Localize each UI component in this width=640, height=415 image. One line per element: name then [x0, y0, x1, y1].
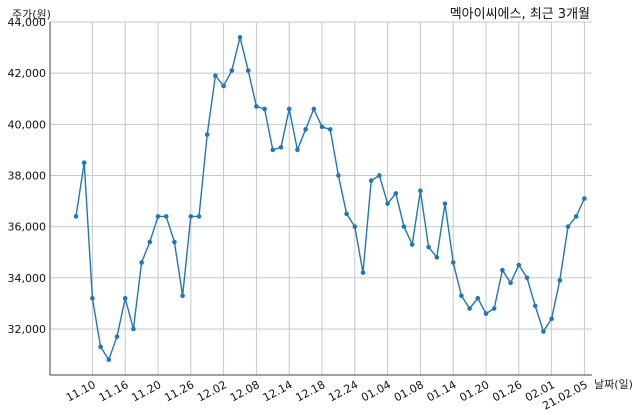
data-point — [155, 214, 161, 219]
x-tick-label: 12.14 — [261, 378, 295, 404]
data-point — [163, 214, 169, 219]
data-point — [131, 326, 136, 332]
data-point — [229, 68, 235, 73]
y-tick-label: 32,000 — [8, 323, 47, 336]
data-point — [467, 306, 472, 311]
data-point — [188, 214, 194, 219]
data-point — [114, 334, 120, 339]
data-point — [401, 224, 407, 229]
data-point — [139, 260, 144, 265]
data-point — [90, 295, 95, 301]
data-point — [254, 104, 259, 109]
y-tick-label: 40,000 — [8, 118, 47, 131]
data-point — [286, 106, 292, 112]
x-tick-label: 12.02 — [195, 378, 229, 404]
data-point — [483, 311, 489, 316]
x-tick-label: 12.24 — [326, 378, 360, 404]
x-tick-label: 12.08 — [228, 378, 262, 404]
data-point — [278, 145, 284, 150]
y-tick-label: 38,000 — [8, 169, 47, 182]
data-point — [81, 160, 87, 165]
data-point — [352, 224, 358, 229]
data-point — [549, 316, 554, 322]
data-point — [344, 211, 349, 217]
data-point — [196, 214, 202, 219]
data-point — [377, 173, 382, 178]
data-point — [582, 196, 587, 201]
data-point — [262, 106, 267, 112]
data-point — [73, 214, 79, 219]
x-axis-label: 날짜(일) — [594, 377, 633, 391]
data-point — [565, 224, 571, 229]
data-point — [500, 267, 505, 273]
data-point — [106, 357, 112, 362]
x-tick-label: 11.20 — [129, 378, 163, 404]
data-point — [459, 293, 464, 299]
data-point — [204, 132, 210, 137]
x-tick-label: 11.10 — [64, 378, 98, 404]
data-point — [122, 295, 128, 301]
data-point — [442, 201, 448, 206]
data-point — [237, 35, 243, 40]
x-tick-label: 01.14 — [425, 378, 459, 404]
data-point — [426, 244, 431, 250]
data-point — [327, 127, 333, 132]
data-point — [311, 106, 317, 112]
series-line — [75, 37, 586, 362]
x-tick-label: 01.08 — [392, 378, 426, 404]
data-point — [245, 68, 251, 73]
data-point — [295, 147, 300, 153]
data-point — [524, 275, 530, 281]
x-tick-label: 01.04 — [359, 378, 393, 404]
x-tick-label: 11.26 — [162, 378, 196, 404]
data-point — [360, 270, 366, 275]
data-point — [336, 173, 341, 178]
x-tick-label: 12.18 — [293, 378, 327, 404]
data-point — [147, 239, 153, 245]
data-point — [385, 201, 390, 206]
x-tick-label: 11.16 — [97, 378, 131, 404]
data-point — [532, 303, 538, 309]
data-point — [409, 242, 415, 247]
data-point — [172, 239, 177, 245]
data-point — [368, 178, 374, 183]
y-axis-label: 주가(원) — [12, 8, 51, 21]
data-point — [98, 344, 103, 350]
data-point — [508, 280, 513, 286]
data-point — [491, 306, 497, 311]
y-tick-label: 44,000 — [8, 16, 47, 29]
data-point — [557, 278, 563, 283]
data-point — [393, 191, 399, 196]
data-point — [303, 127, 308, 132]
data-point — [418, 188, 423, 194]
x-tick-label: 01.26 — [490, 378, 524, 404]
data-point — [180, 293, 185, 299]
data-point — [434, 255, 440, 260]
data-point — [450, 260, 456, 265]
y-tick-label: 36,000 — [8, 221, 47, 234]
y-tick-label: 42,000 — [8, 67, 47, 80]
data-point — [270, 147, 276, 153]
data-point — [221, 83, 226, 89]
data-point — [475, 295, 481, 301]
chart-title: 멕아이씨에스, 최근 3개월 — [450, 7, 590, 22]
data-point — [319, 124, 325, 130]
data-point — [516, 262, 522, 268]
data-point — [213, 73, 218, 79]
y-tick-label: 34,000 — [8, 272, 47, 285]
data-point — [541, 329, 546, 334]
data-point — [573, 214, 579, 219]
x-tick-label: 01.20 — [457, 378, 491, 404]
